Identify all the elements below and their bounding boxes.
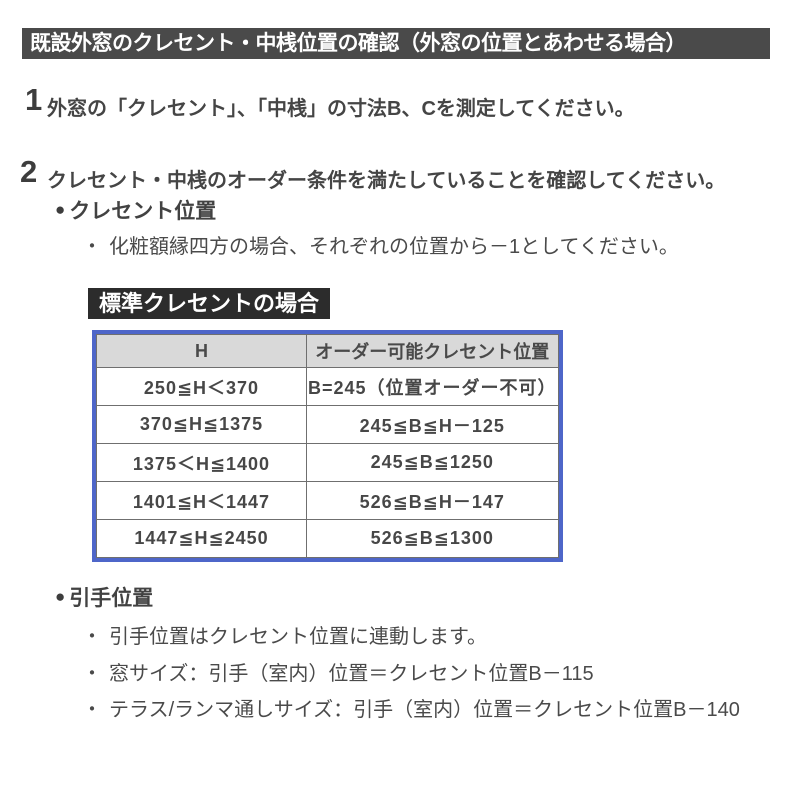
cell-h-range: 1401≦H＜1447 <box>96 481 307 520</box>
note-text: 窓サイズ：引手（室内）位置＝クレセント位置B－115 <box>109 663 594 685</box>
hikite-note: ・ 引手位置はクレセント位置に連動します。 <box>82 620 487 649</box>
note-text: 引手位置はクレセント位置に連動します。 <box>109 626 487 648</box>
table-row: 370≦H≦1375 245≦B≦H－125 <box>96 405 559 444</box>
dot-icon: ・ <box>82 626 102 648</box>
cell-h-range: 1447≦H≦2450 <box>96 519 307 558</box>
table-row: 1447≦H≦2450 526≦B≦1300 <box>96 519 559 558</box>
page-title: 既設外窓のクレセント・中桟位置の確認（外窓の位置とあわせる場合） <box>22 28 770 59</box>
cell-b-range: B=245（位置オーダー不可） <box>306 367 559 406</box>
column-header-order: オーダー可能クレセント位置 <box>306 334 559 368</box>
hikite-position-label: 引手位置 <box>69 587 154 610</box>
bullet-icon: ● <box>55 200 66 219</box>
column-header-h: H <box>96 334 307 368</box>
cell-b-range: 526≦B≦H－147 <box>306 481 559 520</box>
dot-icon: ・ <box>82 663 102 685</box>
dot-icon: ・ <box>82 699 102 721</box>
step-2-text: クレセント・中桟のオーダー条件を満たしていることを確認してください。 <box>47 170 726 192</box>
step-1-number: 1 <box>25 82 43 117</box>
hikite-note: ・ テラス/ランマ通しサイズ：引手（室内）位置＝クレセント位置B－140 <box>82 693 740 722</box>
table-row: 1375＜H≦1400 245≦B≦1250 <box>96 443 559 482</box>
note-text: 化粧額縁四方の場合、それぞれの位置から－1としてください。 <box>109 236 679 258</box>
cell-h-range: 1375＜H≦1400 <box>96 443 307 482</box>
hikite-note: ・ 窓サイズ：引手（室内）位置＝クレセント位置B－115 <box>82 657 594 686</box>
cell-b-range: 245≦B≦H－125 <box>306 405 559 444</box>
cell-b-range: 245≦B≦1250 <box>306 443 559 482</box>
bullet-icon: ● <box>55 587 66 606</box>
cell-b-range: 526≦B≦1300 <box>306 519 559 558</box>
crescent-position-label: クレセント位置 <box>69 200 217 223</box>
table-row: 1401≦H＜1447 526≦B≦H－147 <box>96 481 559 520</box>
step-2-number: 2 <box>20 154 38 189</box>
standard-crescent-heading: 標準クレセントの場合 <box>88 288 331 319</box>
table-header-row: H オーダー可能クレセント位置 <box>96 334 559 368</box>
table-row: 250≦H＜370 B=245（位置オーダー不可） <box>96 367 559 406</box>
crescent-position-heading: ● クレセント位置 <box>55 195 216 225</box>
crescent-table: H オーダー可能クレセント位置 250≦H＜370 B=245（位置オーダー不可… <box>96 334 559 558</box>
cell-h-range: 250≦H＜370 <box>96 367 307 406</box>
step-1-text: 外窓の「クレセント」、「中桟」の寸法B、Cを測定してください。 <box>47 98 635 120</box>
crescent-position-note: ・ 化粧額縁四方の場合、それぞれの位置から－1としてください。 <box>82 230 679 259</box>
cell-h-range: 370≦H≦1375 <box>96 405 307 444</box>
crescent-table-frame: H オーダー可能クレセント位置 250≦H＜370 B=245（位置オーダー不可… <box>92 330 563 562</box>
dot-icon: ・ <box>82 236 102 258</box>
note-text: テラス/ランマ通しサイズ：引手（室内）位置＝クレセント位置B－140 <box>109 699 740 721</box>
hikite-position-heading: ● 引手位置 <box>55 582 153 612</box>
